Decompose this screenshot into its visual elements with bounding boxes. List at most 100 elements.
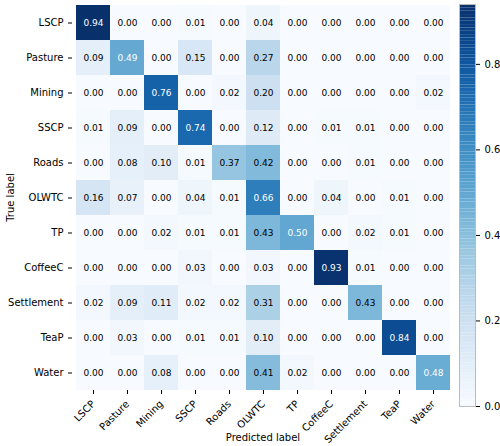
svg-text:Settlement: Settlement [322,398,369,445]
svg-text:0.00: 0.00 [287,53,307,63]
svg-text:0.00: 0.00 [389,263,409,273]
svg-text:Pasture: Pasture [26,52,63,63]
svg-text:0.00: 0.00 [151,18,171,28]
svg-text:TP: TP [284,398,301,415]
svg-text:0.00: 0.00 [151,53,171,63]
svg-text:0.00: 0.00 [423,158,443,168]
svg-text:0.00: 0.00 [287,333,307,343]
svg-text:0.00: 0.00 [423,123,443,133]
svg-text:0.01: 0.01 [355,123,375,133]
svg-text:0.15: 0.15 [185,53,205,63]
svg-text:0.8: 0.8 [485,59,500,70]
svg-text:0.00: 0.00 [355,193,375,203]
svg-text:0.41: 0.41 [253,368,273,378]
svg-text:0.08: 0.08 [117,158,137,168]
svg-text:0.09: 0.09 [117,123,137,133]
svg-text:0.02: 0.02 [219,298,239,308]
svg-text:0.00: 0.00 [423,298,443,308]
svg-text:0.00: 0.00 [423,53,443,63]
svg-text:0.03: 0.03 [185,263,205,273]
svg-text:0.76: 0.76 [151,88,171,98]
svg-text:0.02: 0.02 [219,88,239,98]
svg-text:0.31: 0.31 [253,298,273,308]
svg-text:0.01: 0.01 [389,228,409,238]
svg-text:0.01: 0.01 [219,193,239,203]
svg-text:TeaP: TeaP [40,332,64,343]
svg-text:0.93: 0.93 [321,263,341,273]
svg-text:0.01: 0.01 [219,333,239,343]
svg-text:0.00: 0.00 [423,18,443,28]
svg-text:0.00: 0.00 [83,333,103,343]
svg-text:0.02: 0.02 [423,88,443,98]
svg-text:0.00: 0.00 [423,228,443,238]
svg-text:0.20: 0.20 [253,88,273,98]
svg-text:0.09: 0.09 [83,53,103,63]
svg-text:0.00: 0.00 [321,158,341,168]
svg-text:0.00: 0.00 [219,18,239,28]
svg-text:OLWTC: OLWTC [235,398,267,430]
svg-text:0.00: 0.00 [151,263,171,273]
svg-text:0.6: 0.6 [485,144,500,155]
svg-text:0.00: 0.00 [219,368,239,378]
svg-text:LSCP: LSCP [72,398,97,423]
svg-text:0.00: 0.00 [219,53,239,63]
svg-text:TeaP: TeaP [379,398,404,423]
svg-text:0.27: 0.27 [253,53,273,63]
svg-text:0.00: 0.00 [389,298,409,308]
svg-text:0.01: 0.01 [219,228,239,238]
svg-text:0.00: 0.00 [83,158,103,168]
svg-text:0.00: 0.00 [287,18,307,28]
svg-text:Mining: Mining [134,398,165,429]
svg-text:0.12: 0.12 [253,123,273,133]
svg-text:0.00: 0.00 [389,123,409,133]
svg-text:0.66: 0.66 [253,193,273,203]
svg-text:SSCP: SSCP [38,122,64,133]
svg-text:0.00: 0.00 [321,368,341,378]
svg-text:0.04: 0.04 [253,18,273,28]
svg-text:0.2: 0.2 [485,315,500,326]
svg-text:0.00: 0.00 [151,123,171,133]
svg-text:0.00: 0.00 [321,88,341,98]
svg-text:Pasture: Pasture [97,398,131,432]
svg-text:0.00: 0.00 [423,193,443,203]
svg-text:0.4: 0.4 [485,230,500,241]
svg-text:0.00: 0.00 [151,193,171,203]
svg-text:0.00: 0.00 [117,88,137,98]
svg-text:0.00: 0.00 [83,228,103,238]
svg-text:0.00: 0.00 [389,368,409,378]
svg-text:0.01: 0.01 [185,158,205,168]
svg-text:0.00: 0.00 [389,158,409,168]
svg-text:0.00: 0.00 [287,123,307,133]
svg-text:Mining: Mining [30,87,63,98]
svg-text:0.11: 0.11 [151,298,171,308]
svg-text:0.00: 0.00 [185,88,205,98]
svg-text:0.10: 0.10 [253,333,273,343]
svg-text:0.49: 0.49 [117,53,137,63]
svg-text:0.00: 0.00 [321,333,341,343]
svg-text:0.07: 0.07 [117,193,137,203]
svg-text:0.00: 0.00 [83,88,103,98]
svg-text:0.00: 0.00 [287,88,307,98]
svg-text:0.74: 0.74 [185,123,205,133]
svg-text:0.00: 0.00 [355,88,375,98]
svg-text:Water: Water [34,367,64,378]
svg-text:0.00: 0.00 [389,88,409,98]
svg-text:LSCP: LSCP [39,17,64,28]
svg-text:0.00: 0.00 [423,333,443,343]
svg-text:0.00: 0.00 [287,193,307,203]
svg-text:Predicted label: Predicted label [226,432,300,443]
svg-text:0.01: 0.01 [185,228,205,238]
svg-text:0.00: 0.00 [151,333,171,343]
svg-text:Roads: Roads [33,157,63,168]
svg-text:0.16: 0.16 [83,193,103,203]
svg-text:Water: Water [408,398,437,427]
svg-text:0.02: 0.02 [151,228,171,238]
svg-text:0.08: 0.08 [151,368,171,378]
svg-text:0.00: 0.00 [355,333,375,343]
svg-text:0.00: 0.00 [117,368,137,378]
svg-text:0.00: 0.00 [321,298,341,308]
svg-text:0.00: 0.00 [423,263,443,273]
svg-text:SSCP: SSCP [173,398,199,424]
svg-text:0.00: 0.00 [321,18,341,28]
svg-text:0.00: 0.00 [287,158,307,168]
